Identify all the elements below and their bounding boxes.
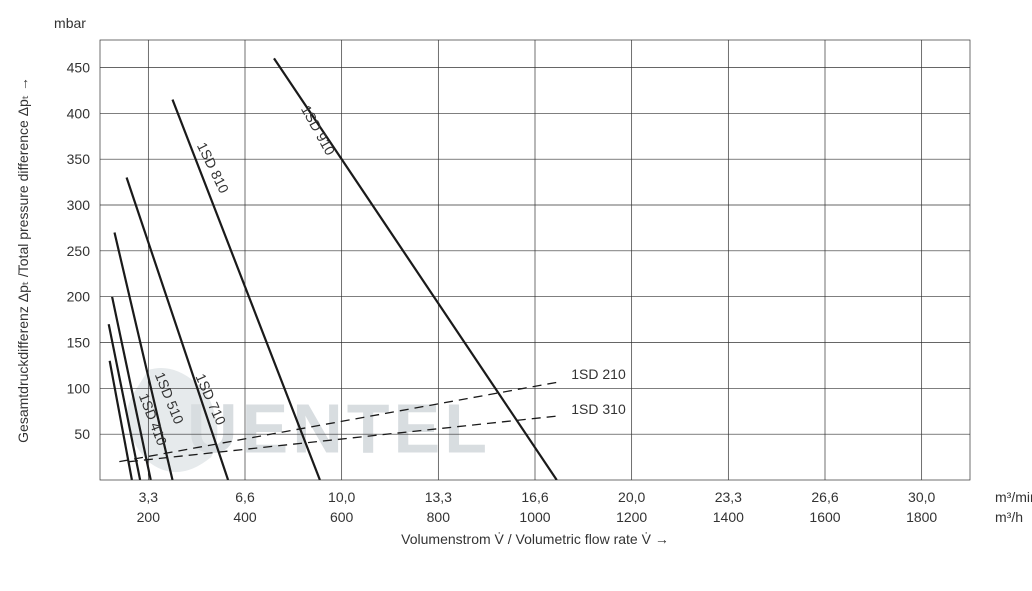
y-tick-label: 200 [67,289,91,305]
y-ticks: 50 100 150 200 250 300 350 400 450 [67,60,91,443]
x-tick-h: 1600 [809,509,840,525]
series-label: 1SD 310 [571,401,626,417]
x-tick-min: 16,6 [521,489,548,505]
x-tick-min: 13,3 [425,489,452,505]
y-tick-label: 450 [67,60,91,76]
y-tick-label: 400 [67,105,91,121]
x-tick-min: 6,6 [235,489,255,505]
y-tick-label: 350 [67,151,91,167]
y-tick-label: 250 [67,243,91,259]
x-tick-h: 400 [233,509,257,525]
x-tick-min: 10,0 [328,489,355,505]
y-tick-label: 50 [74,426,90,442]
x-tick-h: 1000 [519,509,550,525]
x-tick-h: 1400 [713,509,744,525]
pressure-flow-chart: UENTEL1SD 2101SD 3101SD 4101SD 5101SD 71… [0,0,1032,591]
y-tick-label: 150 [67,335,91,351]
x-tick-h: 600 [330,509,354,525]
x-unit-top: m³/min [995,489,1032,505]
x-tick-min: 26,6 [811,489,838,505]
x-tick-h: 1800 [906,509,937,525]
x-tick-h: 1200 [616,509,647,525]
y-tick-label: 300 [67,197,91,213]
y-tick-label: 100 [67,380,91,396]
x-ticks: 3,3 200 6,6 400 10,0 600 13,3 800 16,6 1000 20,0 12… [137,489,938,525]
x-tick-min: 23,3 [715,489,742,505]
x-tick-min: 20,0 [618,489,645,505]
series-label: 1SD 210 [571,366,626,382]
y-axis-label: Gesamtdruckdifferenz Δpₜ /Total pressure… [15,77,31,443]
x-axis-label: Volumenstrom V̇ / Volumetric flow rate V… [401,531,669,547]
x-tick-h: 200 [137,509,161,525]
x-tick-min: 30,0 [908,489,935,505]
y-unit: mbar [54,15,86,31]
x-tick-h: 800 [427,509,451,525]
x-unit-bottom: m³/h [995,509,1023,525]
x-tick-min: 3,3 [139,489,159,505]
series-label: 1SD 910 [298,102,339,158]
